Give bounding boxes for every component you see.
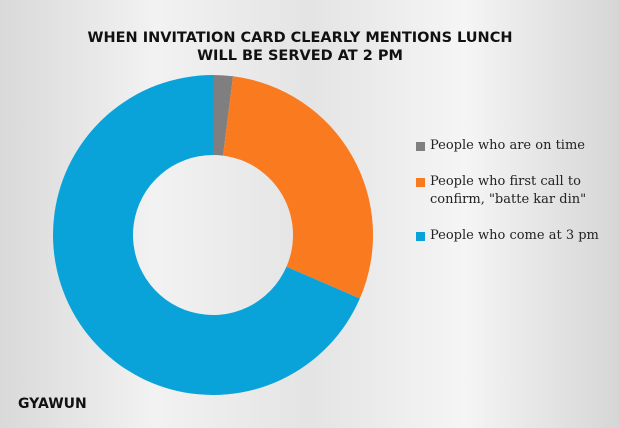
- donut-slice: [223, 76, 373, 299]
- legend-label: People who first call to confirm, "batte…: [430, 174, 587, 207]
- legend: People who are on time People who first c…: [416, 137, 611, 245]
- chart-title: WHEN INVITATION CARD CLEARLY MENTIONS LU…: [88, 30, 513, 46]
- legend-label: People who are on time: [430, 138, 585, 153]
- donut-slice: [53, 75, 360, 395]
- legend-swatch: [416, 178, 425, 187]
- legend-item: People who first call to confirm, "batte…: [416, 173, 611, 209]
- watermark: GYAWUN: [18, 396, 87, 412]
- legend-swatch: [416, 142, 425, 151]
- legend-item: People who come at 3 pm: [416, 227, 611, 245]
- donut-slice: [213, 75, 234, 156]
- chart-title: WILL BE SERVED AT 2 PM: [197, 48, 403, 64]
- legend-label: People who come at 3 pm: [430, 228, 599, 243]
- legend-item: People who are on time: [416, 137, 611, 155]
- legend-swatch: [416, 232, 425, 241]
